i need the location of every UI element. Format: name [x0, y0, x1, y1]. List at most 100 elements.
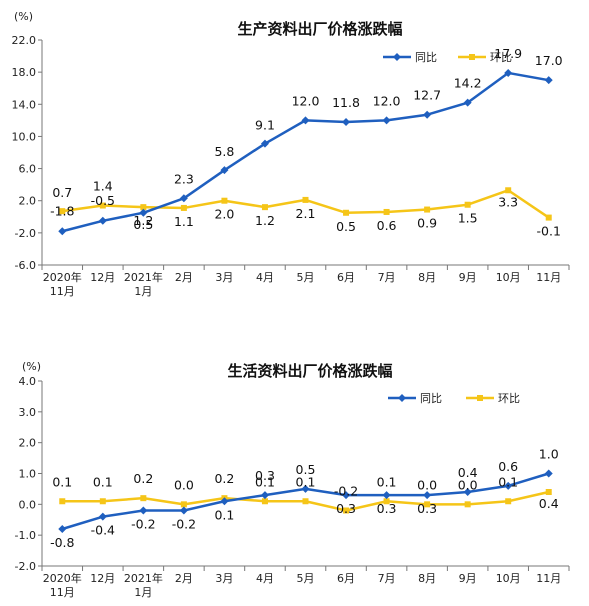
data-point-mom — [261, 204, 268, 211]
legend-label-yoy: 同比 — [420, 392, 442, 405]
data-point-mom — [59, 208, 66, 215]
data-label-mom: -0.1 — [537, 224, 561, 239]
legend-marker-mom — [477, 395, 483, 401]
data-label-mom: -0.2 — [334, 484, 358, 499]
x-tick-label: 7月 — [378, 271, 396, 284]
data-point-yoy — [98, 512, 107, 521]
x-tick-label: 5月 — [297, 271, 315, 284]
x-tick-label: 4月 — [256, 271, 274, 284]
data-point-mom — [180, 204, 187, 211]
data-point-mom — [383, 498, 390, 505]
y-unit-label: (%) — [22, 360, 41, 373]
data-label-yoy: 5.8 — [214, 144, 234, 159]
data-point-yoy — [423, 110, 432, 119]
data-point-mom — [140, 204, 147, 211]
data-label-mom: 0.9 — [417, 216, 437, 231]
data-label-yoy: 17.9 — [494, 46, 522, 61]
data-point-mom — [99, 202, 106, 209]
x-tick-label: 2021年 1月 — [124, 571, 163, 599]
data-label-yoy: 0.6 — [498, 459, 518, 474]
data-point-mom — [343, 507, 350, 514]
y-tick-label: 2.0 — [19, 195, 37, 208]
data-point-yoy — [342, 491, 351, 500]
data-label-yoy: 12.0 — [373, 93, 401, 108]
x-tick-label: 5月 — [297, 572, 315, 585]
x-tick-label: 2月 — [175, 572, 193, 585]
data-point-mom — [424, 501, 431, 508]
legend-label-mom: 环比 — [490, 51, 512, 64]
data-point-yoy — [544, 469, 553, 478]
data-label-yoy: 17.0 — [535, 53, 563, 68]
data-label-mom: 0.0 — [417, 477, 437, 492]
data-point-yoy — [423, 491, 432, 500]
x-tick-label: 2020年 11月 — [43, 270, 82, 298]
data-point-mom — [505, 498, 512, 505]
data-label-yoy: 0.3 — [377, 501, 397, 516]
data-label-mom: 0.7 — [52, 185, 72, 200]
data-point-mom — [545, 214, 552, 221]
data-label-mom: 0.1 — [93, 474, 113, 489]
y-tick-label: -1.0 — [15, 529, 36, 542]
chart-producer-goods: (%) 生产资料出厂价格涨跌幅 22.0 18.0 14.0 10.0 6.0 2.0 -2… — [12, 10, 570, 298]
x-tick-label: 7月 — [378, 572, 396, 585]
legend-label-mom: 环比 — [498, 392, 520, 405]
data-label-mom: 1.5 — [458, 211, 478, 226]
data-point-yoy — [98, 216, 107, 225]
data-label-mom: 1.2 — [255, 213, 275, 228]
data-label-mom: 3.3 — [498, 194, 518, 209]
data-label-yoy: 11.8 — [332, 95, 360, 110]
chart-consumer-goods: (%) 生活资料出厂价格涨跌幅 4.0 3.0 2.0 1.0 0.0 -1.0 -2.0 2… — [15, 360, 570, 599]
data-label-yoy: -0.8 — [50, 535, 74, 550]
data-point-yoy — [301, 484, 310, 493]
data-point-yoy — [58, 227, 67, 236]
x-tick-label: 8月 — [418, 572, 436, 585]
data-label-mom: 2.1 — [296, 206, 316, 221]
data-point-mom — [59, 498, 66, 505]
data-point-yoy — [504, 68, 513, 77]
data-point-yoy — [220, 497, 229, 506]
data-label-mom: 0.0 — [458, 477, 478, 492]
data-label-yoy: 0.3 — [336, 501, 356, 516]
data-label-mom: 1.4 — [93, 179, 113, 194]
x-tick-label: 12月 — [90, 572, 115, 585]
x-tick-label: 6月 — [337, 271, 355, 284]
y-unit-label: (%) — [14, 10, 33, 23]
data-point-yoy — [179, 194, 188, 203]
data-label-yoy: -0.5 — [91, 193, 115, 208]
y-tick-label: 14.0 — [12, 98, 37, 111]
data-point-mom — [99, 498, 106, 505]
data-label-mom: 1.1 — [174, 214, 194, 229]
y-tick-label: 3.0 — [19, 406, 37, 419]
data-label-mom: 0.6 — [377, 218, 397, 233]
data-point-mom — [424, 206, 431, 213]
y-tick-label: 0.0 — [19, 498, 37, 511]
x-tick-label: 2月 — [175, 271, 193, 284]
data-label-mom: 0.1 — [296, 474, 316, 489]
data-label-yoy: -0.2 — [131, 517, 155, 532]
y-tick-label: -2.0 — [15, 227, 36, 240]
data-label-yoy: -0.2 — [172, 517, 196, 532]
data-label-yoy: 0.3 — [417, 501, 437, 516]
x-tick-label: 10月 — [496, 271, 521, 284]
data-point-yoy — [139, 506, 148, 515]
x-tick-label: 2021年 1月 — [124, 270, 163, 298]
data-label-yoy: 1.0 — [539, 447, 559, 462]
data-label-yoy: 12.7 — [413, 88, 441, 103]
y-tick-label: 22.0 — [12, 34, 37, 47]
x-tick-label: 3月 — [215, 271, 233, 284]
data-label-yoy: -0.4 — [91, 523, 115, 538]
data-point-yoy — [544, 76, 553, 85]
y-tick-label: 4.0 — [19, 375, 37, 388]
x-tick-label: 12月 — [90, 271, 115, 284]
legend-marker-yoy — [398, 394, 406, 402]
data-label-yoy: 2.3 — [174, 171, 194, 186]
data-label-yoy: 9.1 — [255, 118, 275, 133]
data-point-mom — [180, 501, 187, 508]
data-label-mom: 0.5 — [336, 219, 356, 234]
y-tick-label: -2.0 — [15, 560, 36, 573]
data-label-mom: 0.1 — [377, 474, 397, 489]
data-label-mom: 2.0 — [214, 207, 234, 222]
chart-title: 生活资料出厂价格涨跌幅 — [227, 362, 392, 380]
data-point-yoy — [179, 506, 188, 515]
data-point-yoy — [260, 491, 269, 500]
